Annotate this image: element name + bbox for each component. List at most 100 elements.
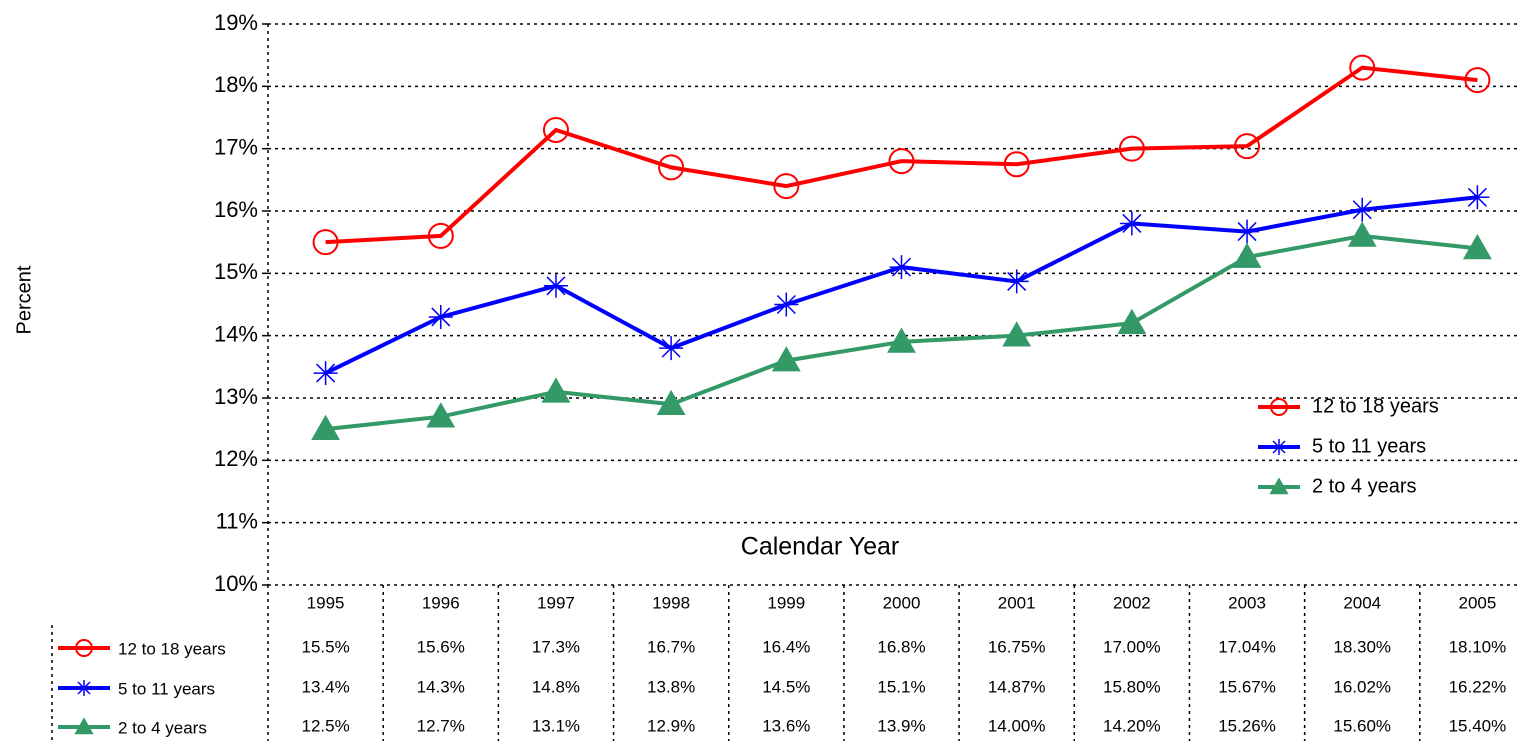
data-point — [1002, 321, 1032, 347]
x-tick-label: 2005 — [1458, 593, 1496, 612]
data-point — [543, 273, 568, 298]
table-cell: 12.9% — [647, 716, 695, 735]
y-tick-label: 18% — [214, 72, 258, 97]
table-cell: 15.60% — [1333, 716, 1391, 735]
y-tick-label: 10% — [214, 571, 258, 596]
data-point — [771, 346, 801, 372]
table-cell: 16.22% — [1449, 677, 1507, 696]
legend-label: 5 to 11 years — [1312, 435, 1426, 457]
y-tick-label: 16% — [214, 197, 258, 222]
legend-label: 2 to 4 years — [1312, 475, 1417, 497]
data-point — [1465, 185, 1490, 210]
data-point — [428, 304, 453, 329]
data-point — [1003, 151, 1030, 178]
legend-label: 12 to 18 years — [1312, 395, 1439, 417]
data-point — [1232, 242, 1262, 268]
table-cell: 13.8% — [647, 677, 695, 696]
legend-marker — [75, 639, 93, 657]
table-cell: 16.4% — [762, 637, 810, 656]
data-point — [773, 173, 800, 200]
table-cell: 13.4% — [301, 677, 349, 696]
y-axis-label: Percent — [13, 265, 35, 334]
y-tick-label: 19% — [214, 10, 258, 35]
table-cell: 16.02% — [1333, 677, 1391, 696]
x-tick-label: 1997 — [537, 593, 575, 612]
table-cell: 15.5% — [301, 637, 349, 656]
x-tick-label: 2004 — [1343, 593, 1381, 612]
x-tick-label: 2000 — [883, 593, 921, 612]
data-point — [1117, 308, 1147, 334]
table-row-label: 2 to 4 years — [118, 718, 207, 737]
data-point — [1118, 135, 1145, 162]
data-point — [1464, 67, 1491, 94]
y-tick-label: 14% — [214, 321, 258, 346]
data-point — [888, 148, 915, 175]
x-tick-label: 1996 — [422, 593, 460, 612]
table-cell: 15.26% — [1218, 716, 1276, 735]
table-row-label: 5 to 11 years — [118, 679, 215, 698]
table-cell: 13.9% — [877, 716, 925, 735]
table-cell: 15.6% — [417, 637, 465, 656]
data-point — [1235, 219, 1260, 244]
x-tick-label: 2003 — [1228, 593, 1266, 612]
x-tick-label: 2001 — [998, 593, 1036, 612]
table-cell: 14.87% — [988, 677, 1046, 696]
table-cell: 14.00% — [988, 716, 1046, 735]
table-cell: 16.8% — [877, 637, 925, 656]
x-axis-label: Calendar Year — [741, 533, 899, 561]
y-tick-label: 11% — [216, 508, 258, 533]
legend-marker — [1270, 398, 1288, 416]
y-tick-label: 15% — [214, 259, 258, 284]
table-cell: 13.6% — [762, 716, 810, 735]
series-line — [325, 65, 1478, 245]
data-point — [313, 361, 338, 386]
table-cell: 15.40% — [1449, 716, 1507, 735]
table-cell: 13.1% — [532, 716, 580, 735]
table-cell: 17.04% — [1218, 637, 1276, 656]
data-point — [774, 292, 799, 317]
data-point — [1119, 211, 1144, 236]
y-tick-label: 13% — [214, 384, 258, 409]
data-point — [889, 255, 914, 280]
data-point — [656, 389, 686, 416]
data-point — [1349, 54, 1376, 81]
table-row-label: 12 to 18 years — [118, 639, 226, 658]
x-tick-label: 2002 — [1113, 593, 1151, 612]
data-point — [1004, 269, 1029, 294]
x-tick-label: 1995 — [307, 593, 345, 612]
table-cell: 15.80% — [1103, 677, 1161, 696]
data-point — [1350, 197, 1375, 222]
data-point — [659, 336, 684, 361]
data-point — [1347, 221, 1377, 247]
x-tick-label: 1999 — [767, 593, 805, 612]
data-point — [1234, 133, 1261, 160]
table-cell: 14.3% — [417, 677, 465, 696]
table-cell: 15.1% — [877, 677, 925, 696]
y-tick-label: 17% — [214, 134, 258, 159]
table-cell: 12.7% — [417, 716, 465, 735]
data-point — [658, 154, 685, 181]
table-cell: 14.8% — [532, 677, 580, 696]
table-cell: 14.20% — [1103, 716, 1161, 735]
table-cell: 14.5% — [762, 677, 810, 696]
data-point — [542, 116, 569, 143]
data-point — [1463, 234, 1492, 260]
table-cell: 15.67% — [1218, 677, 1276, 696]
x-tick-label: 1998 — [652, 593, 690, 612]
table-cell: 17.00% — [1103, 637, 1161, 656]
data-point — [426, 402, 456, 428]
legend-marker — [74, 717, 94, 735]
table-cell: 12.5% — [301, 716, 349, 735]
y-tick-label: 12% — [214, 446, 258, 471]
data-point — [312, 229, 339, 256]
legend-marker — [1271, 439, 1287, 455]
legend-marker — [1269, 477, 1289, 495]
table-cell: 17.3% — [532, 637, 580, 656]
data-point — [541, 377, 571, 403]
data-point — [887, 327, 916, 353]
data-point — [311, 414, 340, 440]
table-cell: 18.10% — [1449, 637, 1507, 656]
table-cell: 16.75% — [988, 637, 1046, 656]
table-cell: 16.7% — [647, 637, 695, 656]
